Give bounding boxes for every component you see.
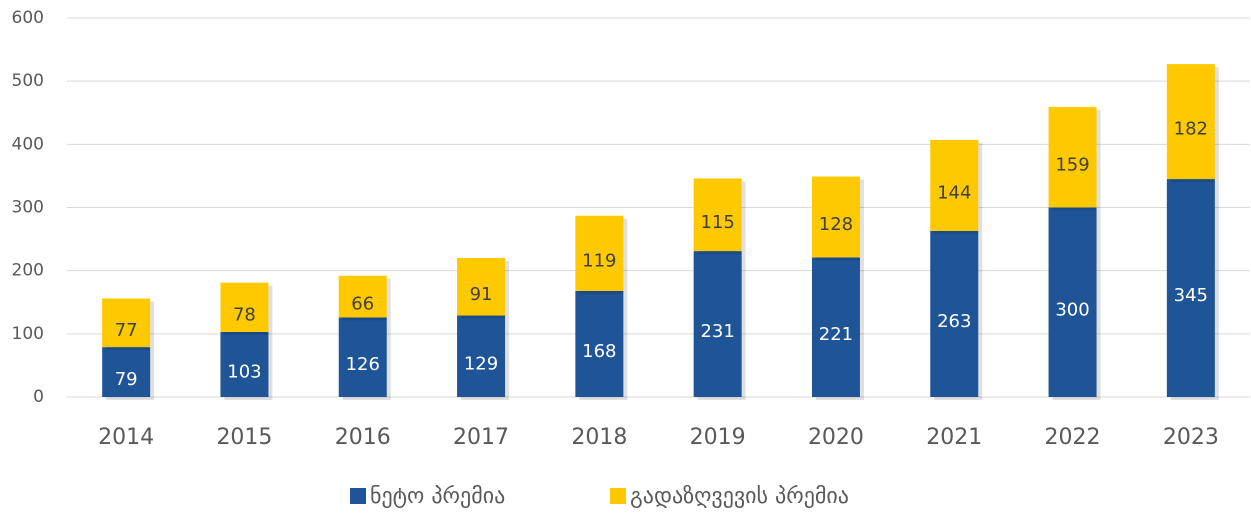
data-label: 128 (819, 214, 853, 235)
x-tick-label: 2021 (926, 425, 982, 450)
legend-label: ნეტო პრემია (370, 484, 505, 509)
legend-swatch (610, 488, 626, 504)
x-tick-label: 2022 (1045, 425, 1101, 450)
bar-segment (220, 331, 269, 397)
bar-segment (930, 139, 979, 231)
bar-segment (220, 282, 269, 332)
y-tick-label: 600 (12, 8, 44, 28)
data-label: 182 (1174, 119, 1208, 140)
y-tick-label: 500 (12, 71, 44, 91)
data-label: 79 (115, 369, 138, 390)
x-tick-label: 2018 (571, 425, 627, 450)
bar-segment (693, 251, 742, 397)
bar-segment (811, 257, 860, 397)
bar-segment (1166, 64, 1215, 180)
bar-segment (102, 347, 151, 397)
bar-segment (930, 230, 979, 397)
data-label: 103 (227, 361, 261, 382)
data-label: 263 (937, 311, 971, 332)
data-label: 91 (470, 284, 493, 305)
data-label: 126 (346, 354, 380, 375)
bar-segment (1048, 207, 1097, 397)
y-tick-label: 0 (33, 387, 44, 407)
x-tick-label: 2015 (216, 425, 272, 450)
data-label: 168 (582, 341, 616, 362)
data-label: 300 (1055, 299, 1089, 320)
bar-segment (338, 275, 387, 318)
bar-segment (457, 258, 506, 316)
data-label: 129 (464, 353, 498, 374)
y-tick-label: 100 (12, 324, 44, 344)
bar-segment (338, 317, 387, 397)
data-label: 66 (351, 294, 374, 315)
bar-segment (1166, 179, 1215, 397)
data-label: 345 (1174, 285, 1208, 306)
legend-swatch (350, 488, 366, 504)
x-tick-label: 2023 (1163, 425, 1219, 450)
x-tick-label: 2019 (690, 425, 746, 450)
bar-segment (1048, 107, 1097, 208)
x-tick-label: 2014 (98, 425, 154, 450)
bar-segment (575, 215, 624, 291)
data-label: 231 (700, 321, 734, 342)
bar-segment (575, 290, 624, 397)
y-tick-label: 300 (12, 198, 44, 218)
data-label: 77 (115, 320, 138, 341)
data-label: 221 (819, 324, 853, 345)
bar-segment (811, 176, 860, 258)
y-tick-label: 200 (12, 261, 44, 281)
data-label: 144 (937, 182, 971, 203)
bar-segment (693, 178, 742, 252)
data-label: 115 (700, 212, 734, 233)
x-tick-label: 2020 (808, 425, 864, 450)
data-label: 159 (1055, 154, 1089, 175)
x-tick-label: 2017 (453, 425, 509, 450)
y-tick-label: 400 (12, 134, 44, 154)
bar-segment (102, 298, 151, 348)
legend-label: გადაზღვევის პრემია (630, 484, 849, 509)
x-tick-label: 2016 (335, 425, 391, 450)
data-label: 119 (582, 250, 616, 271)
data-label: 78 (233, 304, 256, 325)
bar-segment (457, 315, 506, 397)
